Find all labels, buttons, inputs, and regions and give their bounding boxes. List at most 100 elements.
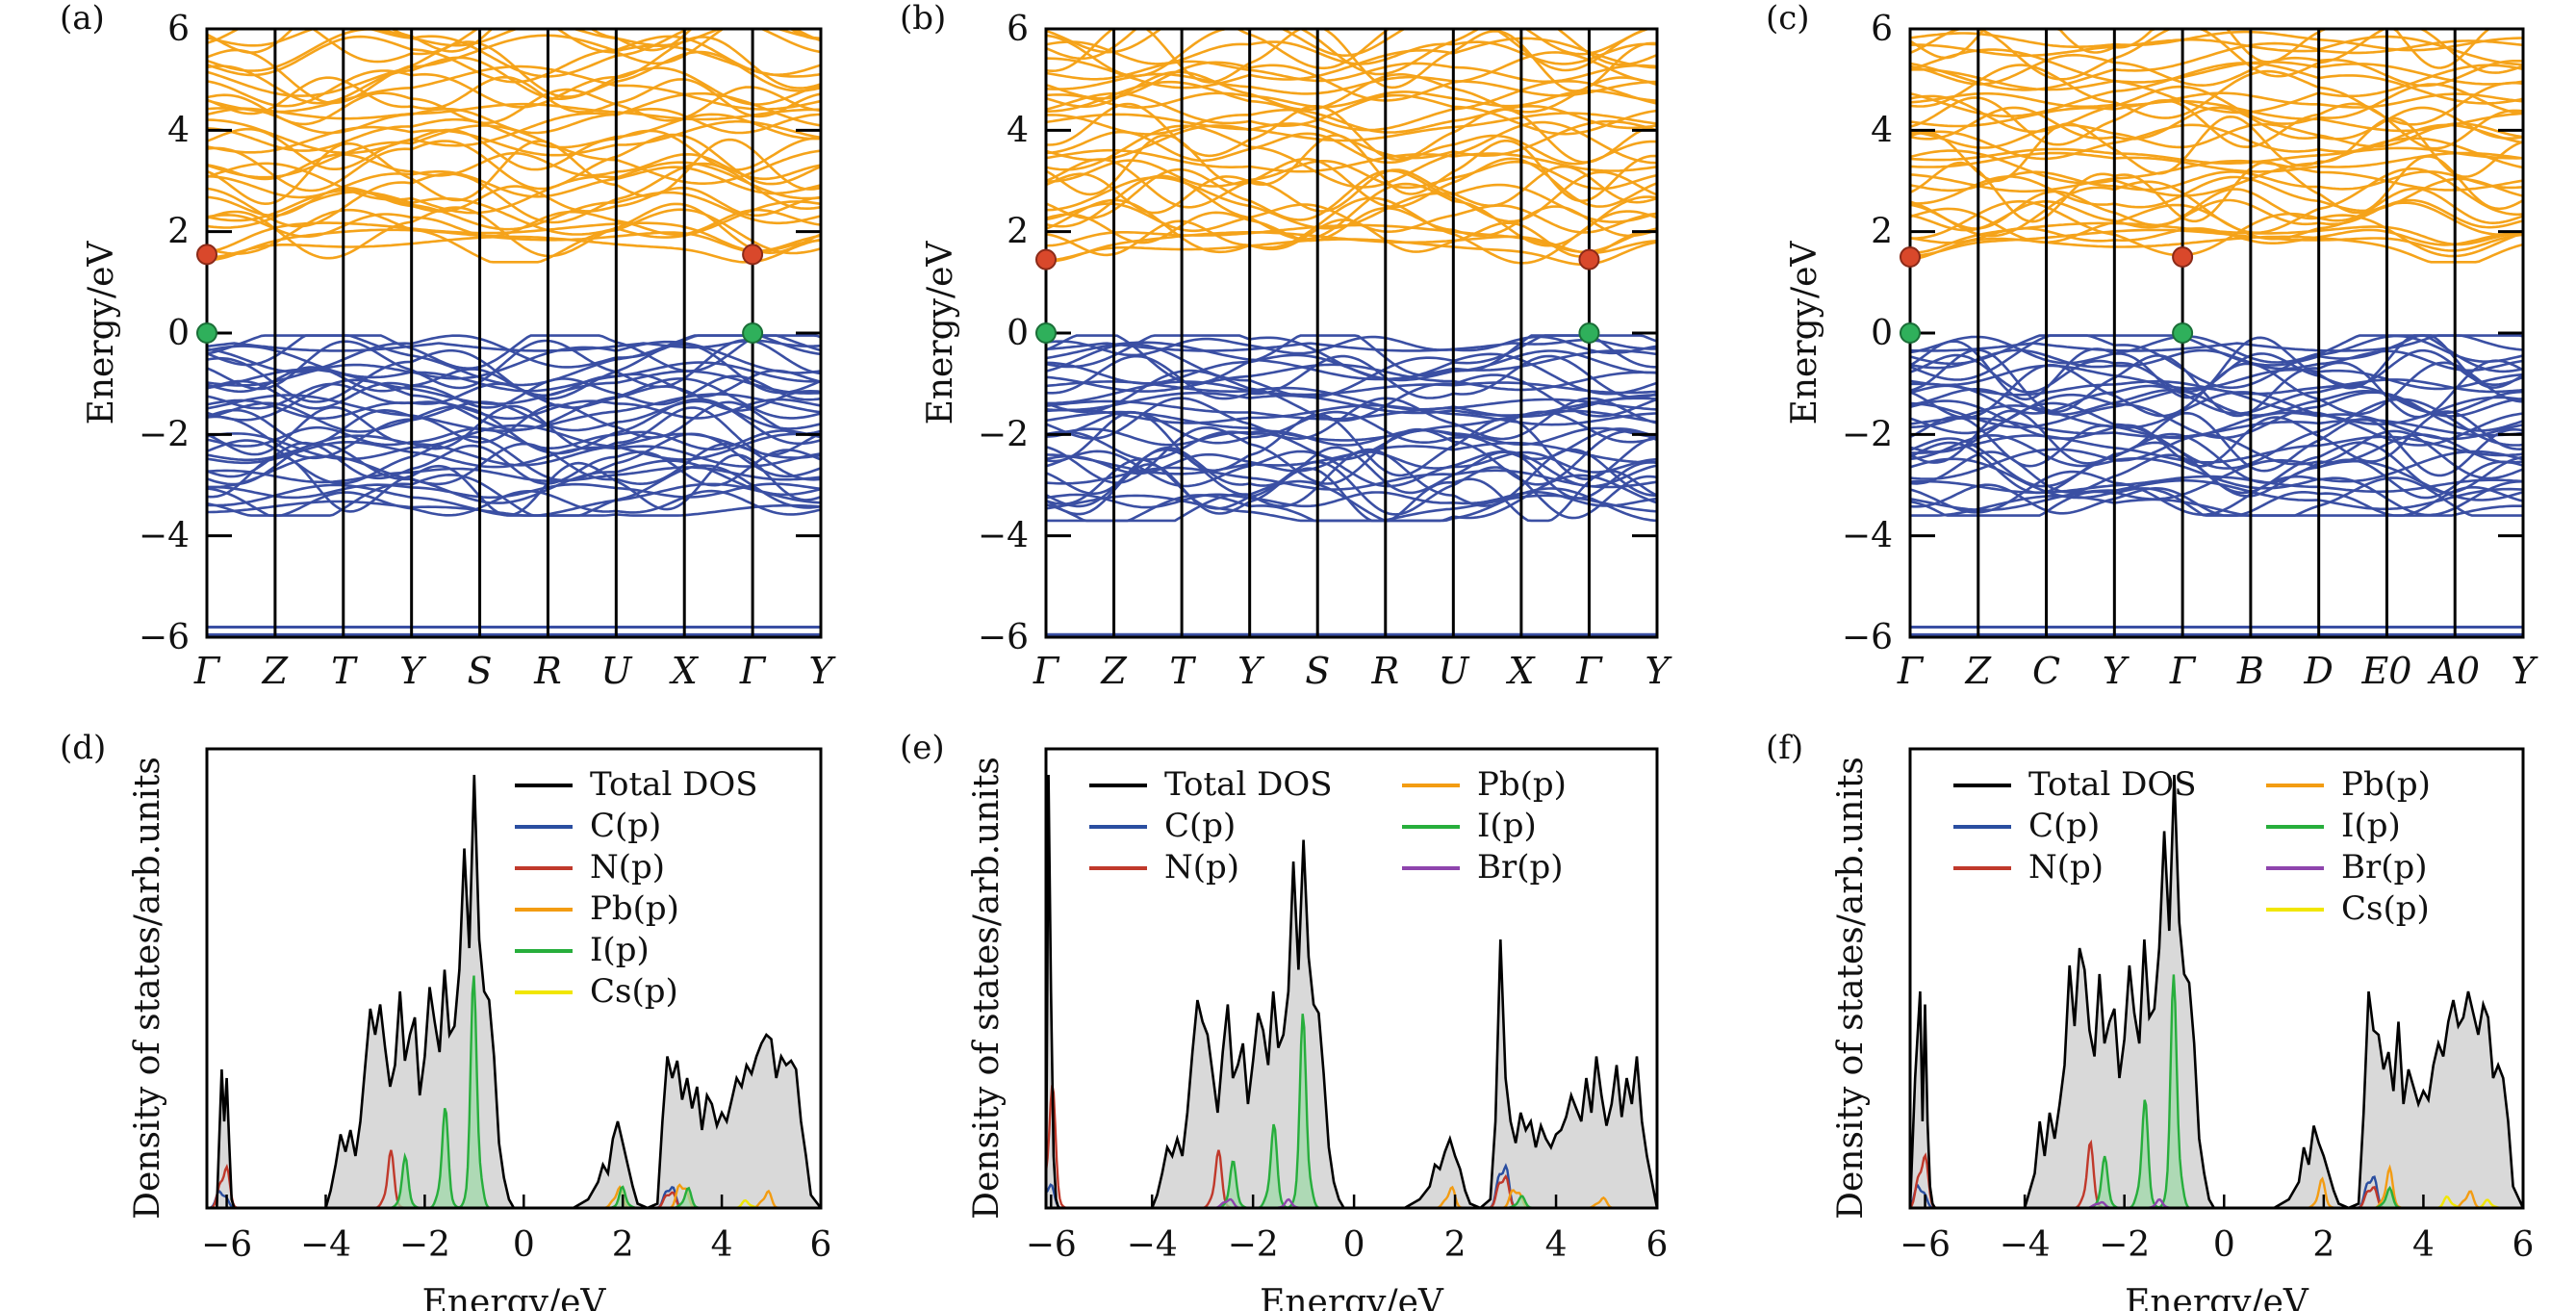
band-line <box>1046 148 1657 173</box>
band-line <box>1910 29 2523 81</box>
band-line <box>1046 441 1657 476</box>
dos-panel-d: −6 −4 −2 0 2 4 6 Energy/eV Density of states/arb… <box>60 729 831 1311</box>
band-line <box>1046 391 1657 417</box>
vbm-marker <box>1900 322 1921 344</box>
band-line <box>1910 348 2523 394</box>
band-line <box>207 91 821 155</box>
total-dos-fill <box>1046 775 1657 1208</box>
y-tick-label: 2 <box>1871 213 1893 252</box>
band-line <box>1910 115 2523 183</box>
y-tick-label: 4 <box>167 111 190 150</box>
band-line <box>1910 199 2523 258</box>
band-line <box>1910 470 2523 517</box>
band-line <box>1046 167 1657 223</box>
total-dos-line <box>1046 774 1657 1208</box>
band-line <box>207 208 821 238</box>
band-line <box>207 334 821 373</box>
band-line <box>1910 226 2523 246</box>
cbm-marker <box>1900 246 1921 268</box>
band-line <box>1910 175 2523 213</box>
legend-label: I(p) <box>1477 807 1537 845</box>
panel-label: (a) <box>60 0 105 38</box>
band-line <box>1910 410 2523 468</box>
x-axis-title: Energy/eV <box>2125 1283 2309 1311</box>
cbm-marker <box>742 244 764 266</box>
x-tick-label: 0 <box>513 1225 535 1265</box>
band-line <box>207 151 821 181</box>
x-tick-label: 2 <box>612 1225 634 1265</box>
x-tick-label: 4 <box>1545 1225 1568 1265</box>
y-tick-label: −2 <box>1842 415 1893 454</box>
band-line <box>1046 51 1657 102</box>
y-tick-label: 6 <box>1871 10 1893 49</box>
band-line <box>1046 159 1657 191</box>
band-line <box>207 166 821 199</box>
band-line <box>1046 40 1657 65</box>
band-line <box>207 185 821 218</box>
kpoint-label: S <box>1305 650 1330 692</box>
band-line <box>1046 205 1657 244</box>
x-tick-label: 4 <box>711 1225 733 1265</box>
band-line <box>1046 341 1657 381</box>
band-line <box>207 107 821 135</box>
legend-label: Total DOS <box>590 765 758 804</box>
band-line <box>1046 458 1657 520</box>
x-tick-label: 6 <box>1646 1225 1669 1265</box>
band-line <box>1910 384 2523 415</box>
x-tick-label: −6 <box>1026 1225 1077 1265</box>
band-line <box>1910 476 2523 517</box>
band-line <box>207 29 821 65</box>
vbm-marker <box>742 322 764 344</box>
cbm-marker <box>1035 248 1057 270</box>
kpoint-label: X <box>669 650 700 692</box>
kpoint-label: Z <box>1100 650 1127 692</box>
kpoint-label: Γ <box>1575 650 1603 692</box>
vbm-marker <box>1578 322 1600 344</box>
panel-label: (c) <box>1766 0 1810 38</box>
band-line <box>1910 348 2523 419</box>
y-tick-label: 6 <box>167 10 190 49</box>
band-line <box>207 466 821 484</box>
band-line <box>1910 35 2523 91</box>
x-tick-label: 0 <box>2213 1225 2235 1265</box>
band-line <box>1910 29 2523 69</box>
band-line <box>1910 334 2523 352</box>
band-line <box>1046 176 1657 230</box>
band-line <box>1910 228 2523 257</box>
x-tick-label: −6 <box>1900 1225 1951 1265</box>
band-line <box>1046 130 1657 166</box>
x-axis-title: Energy/eV <box>422 1283 607 1311</box>
band-line <box>207 425 821 451</box>
band-line <box>1046 446 1657 500</box>
kpoint-label: Y <box>808 650 836 692</box>
legend-label: Pb(p) <box>590 889 679 928</box>
y-tick-label: 0 <box>167 314 190 353</box>
kpoint-label: C <box>2032 650 2060 692</box>
band-line <box>207 489 821 517</box>
band-line <box>207 35 821 84</box>
kpoint-label: U <box>600 650 633 692</box>
band-line <box>207 75 821 118</box>
dos-plot-area <box>1910 774 2523 1208</box>
band-line <box>207 228 821 262</box>
y-axis-title: Density of states/arb.units <box>128 757 167 1220</box>
kpoint-label: R <box>1370 650 1399 692</box>
panel-label: (f) <box>1766 729 1803 767</box>
legend-label: Pb(p) <box>2341 765 2431 804</box>
band-line <box>1910 99 2523 133</box>
band-line <box>1046 491 1657 509</box>
dos-plot-area <box>1046 774 1657 1208</box>
band-line <box>1046 363 1657 393</box>
kpoint-label: X <box>1505 650 1536 692</box>
kpoint-label: A0 <box>2427 650 2480 692</box>
y-tick-label: −6 <box>978 618 1029 657</box>
band-line <box>1910 106 2523 141</box>
band-line <box>207 102 821 121</box>
legend-label: I(p) <box>2341 807 2401 845</box>
kpoint-label: Γ <box>1897 650 1925 692</box>
kpoint-label: R <box>533 650 562 692</box>
y-tick-label: −6 <box>1842 618 1893 657</box>
y-tick-label: −4 <box>139 517 190 556</box>
kpoint-label: U <box>1438 650 1470 692</box>
